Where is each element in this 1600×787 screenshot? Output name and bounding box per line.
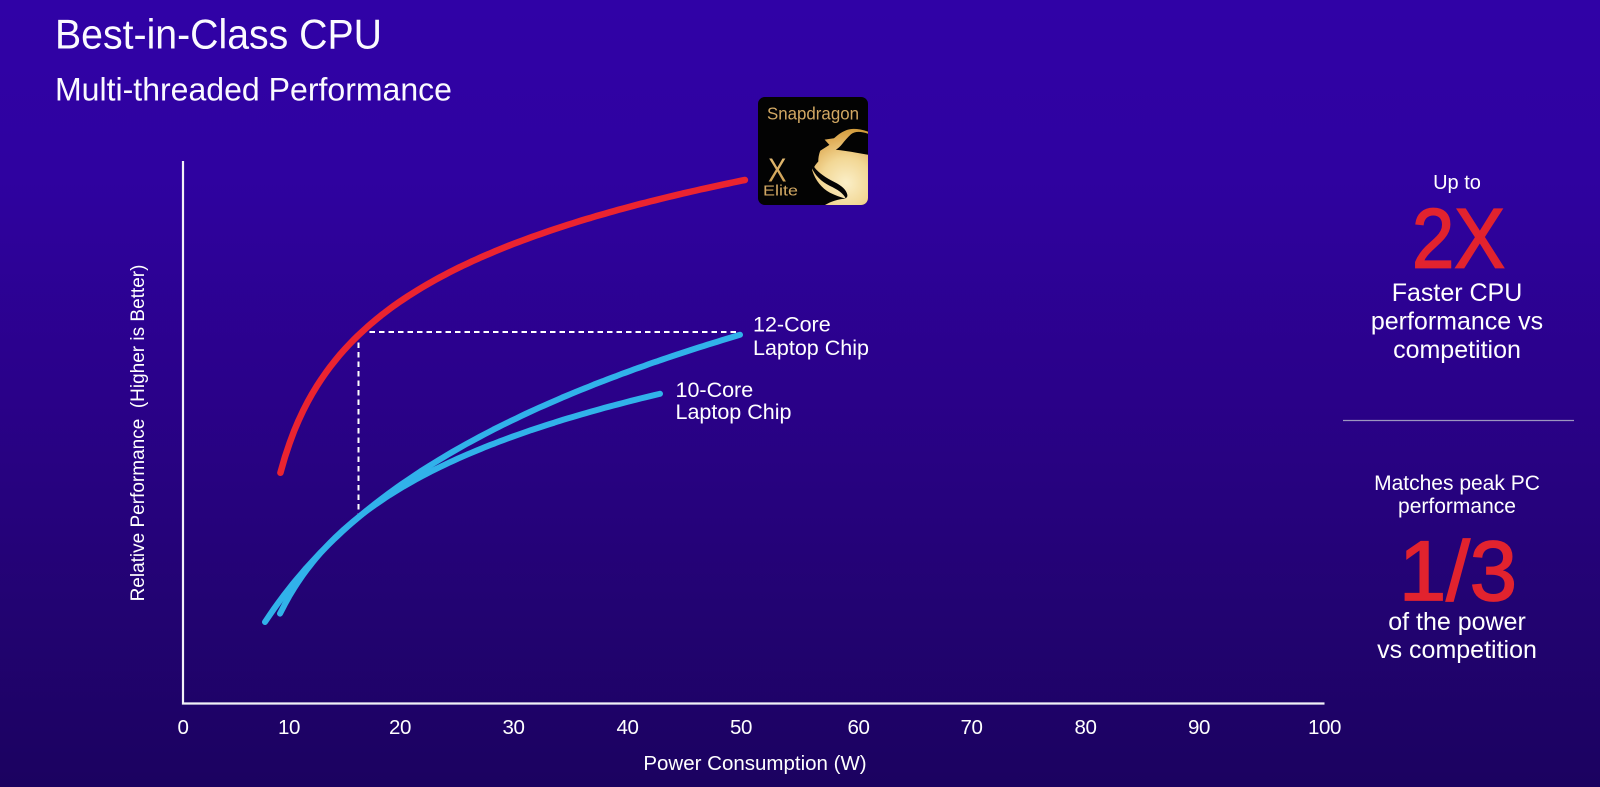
svg-text:80: 80 <box>1074 716 1096 739</box>
svg-text:competition: competition <box>1393 336 1521 364</box>
svg-text:12-Core: 12-Core <box>753 313 831 337</box>
svg-text:Up to: Up to <box>1433 172 1481 194</box>
svg-text:0: 0 <box>177 716 188 739</box>
svg-text:X: X <box>768 152 787 189</box>
svg-text:Best-in-Class CPU: Best-in-Class CPU <box>55 11 382 58</box>
svg-text:100: 100 <box>1308 716 1341 739</box>
svg-text:performance: performance <box>1398 495 1516 518</box>
svg-text:10-Core: 10-Core <box>676 378 754 402</box>
svg-text:Faster CPU: Faster CPU <box>1392 279 1523 307</box>
svg-text:90: 90 <box>1188 716 1210 739</box>
svg-text:20: 20 <box>389 716 411 739</box>
svg-text:10: 10 <box>278 716 300 739</box>
svg-text:70: 70 <box>960 716 982 739</box>
svg-text:Matches peak PC: Matches peak PC <box>1374 472 1540 495</box>
svg-text:Multi-threaded Performance: Multi-threaded Performance <box>55 72 452 108</box>
svg-text:Laptop Chip: Laptop Chip <box>753 336 869 360</box>
svg-text:60: 60 <box>847 716 869 739</box>
svg-text:30: 30 <box>502 716 524 739</box>
svg-text:50: 50 <box>730 716 752 739</box>
svg-text:1/3: 1/3 <box>1399 524 1517 618</box>
svg-text:Laptop Chip: Laptop Chip <box>676 400 792 424</box>
svg-text:of the power: of the power <box>1388 608 1526 636</box>
svg-text:Power Consumption (W): Power Consumption (W) <box>643 752 866 775</box>
svg-text:40: 40 <box>616 716 638 739</box>
svg-text:Relative Performance (Higher: Relative Performance (Higher is Better) <box>128 265 149 602</box>
svg-text:Snapdragon: Snapdragon <box>767 104 859 124</box>
svg-text:vs competition: vs competition <box>1377 636 1537 664</box>
svg-text:performance vs: performance vs <box>1371 308 1543 336</box>
svg-text:2X: 2X <box>1412 192 1505 286</box>
svg-text:Elite: Elite <box>763 183 798 200</box>
